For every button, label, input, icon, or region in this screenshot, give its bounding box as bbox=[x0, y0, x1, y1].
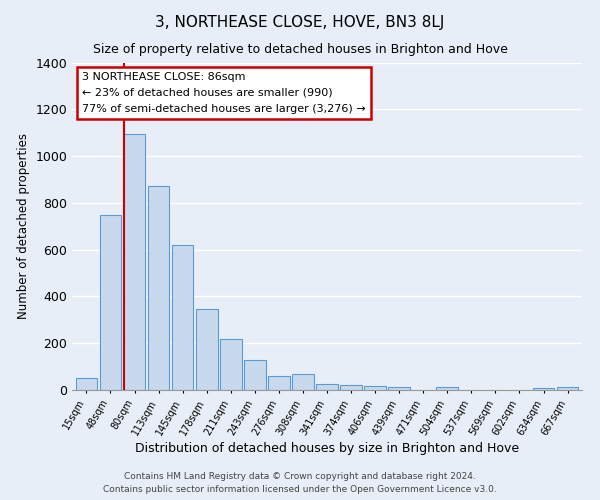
Bar bbox=[220, 338, 242, 390]
Bar bbox=[124, 134, 145, 390]
Text: 3, NORTHEASE CLOSE, HOVE, BN3 8LJ: 3, NORTHEASE CLOSE, HOVE, BN3 8LJ bbox=[155, 15, 445, 30]
Bar bbox=[292, 374, 314, 390]
Bar bbox=[100, 214, 121, 390]
Bar bbox=[268, 376, 290, 390]
Bar bbox=[172, 245, 193, 390]
Bar bbox=[316, 384, 338, 390]
Text: Contains HM Land Registry data © Crown copyright and database right 2024.
Contai: Contains HM Land Registry data © Crown c… bbox=[103, 472, 497, 494]
Bar bbox=[148, 186, 169, 390]
Bar bbox=[557, 387, 578, 390]
Text: 3 NORTHEASE CLOSE: 86sqm
← 23% of detached houses are smaller (990)
77% of semi-: 3 NORTHEASE CLOSE: 86sqm ← 23% of detach… bbox=[82, 72, 366, 114]
X-axis label: Distribution of detached houses by size in Brighton and Hove: Distribution of detached houses by size … bbox=[135, 442, 519, 456]
Bar bbox=[388, 387, 410, 390]
Bar bbox=[533, 388, 554, 390]
Bar bbox=[196, 310, 218, 390]
Y-axis label: Number of detached properties: Number of detached properties bbox=[17, 133, 30, 320]
Text: Size of property relative to detached houses in Brighton and Hove: Size of property relative to detached ho… bbox=[92, 42, 508, 56]
Bar bbox=[76, 378, 97, 390]
Bar bbox=[364, 386, 386, 390]
Bar bbox=[436, 387, 458, 390]
Bar bbox=[244, 360, 266, 390]
Bar bbox=[340, 385, 362, 390]
